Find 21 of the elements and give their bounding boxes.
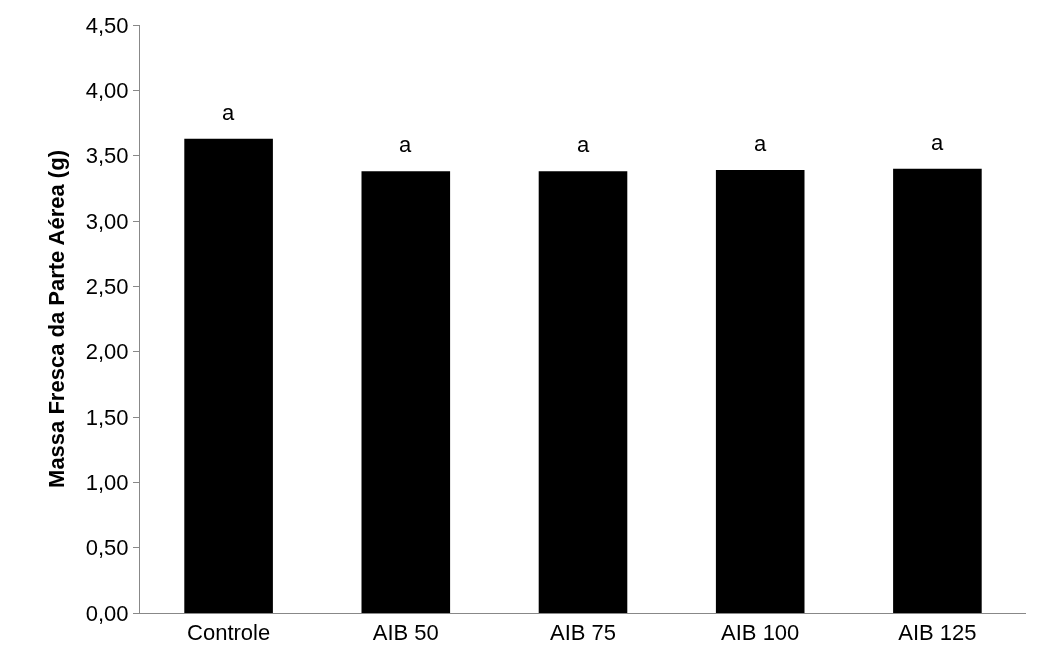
y-tick-label: 4,50: [85, 12, 129, 38]
x-tick-label: AIB 75: [549, 620, 617, 646]
x-tick-label: AIB 125: [898, 620, 977, 646]
y-tick-label: 1,00: [85, 470, 129, 496]
annotation: a: [931, 130, 944, 155]
y-axis-title: Massa Fresca da Parte Aérea (g): [43, 150, 69, 488]
y-tick-label: 0,00: [85, 600, 129, 626]
y-tick-label: 2,00: [85, 339, 129, 365]
annotation: a: [754, 131, 767, 156]
y-tick-label: 2,50: [85, 274, 129, 300]
y-tick-label: 3,00: [85, 208, 129, 234]
y-tick-label: 0,50: [85, 535, 129, 561]
y-tick-label: 3,50: [85, 143, 129, 169]
x-tick-label: AIB 50: [372, 620, 439, 646]
annotation: a: [222, 100, 235, 125]
annotation: a: [399, 132, 412, 157]
y-tick-label: 4,00: [85, 78, 129, 104]
x-tick-label: AIB 100: [721, 620, 800, 646]
x-tick-label: Controle: [187, 620, 271, 646]
y-tick-label: 1,50: [85, 404, 129, 430]
annotation: a: [577, 132, 590, 157]
